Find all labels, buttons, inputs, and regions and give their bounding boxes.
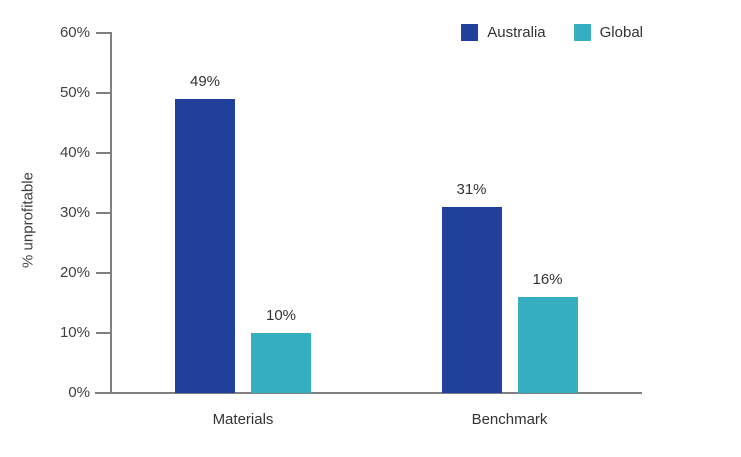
bar-benchmark-global	[517, 297, 578, 393]
y-axis-tick-label: 10%	[59, 324, 90, 341]
y-axis-tick	[96, 152, 110, 154]
y-axis-tick-label: 20%	[59, 264, 90, 281]
bar-materials-australia	[175, 99, 235, 393]
y-axis-tick-label: 60%	[59, 24, 90, 41]
legend-item-global: Global	[573, 24, 643, 41]
y-axis-tick	[96, 272, 110, 274]
x-category-label-materials: Materials	[212, 411, 274, 428]
legend-swatch-global	[573, 24, 591, 41]
legend-label-australia: Australia	[487, 24, 546, 41]
y-axis-tick	[96, 32, 110, 34]
bar-value-label-benchmark-australia: 31%	[456, 181, 487, 198]
legend-label-global: Global	[599, 24, 643, 41]
x-axis-line	[95, 392, 642, 394]
bar-value-label-benchmark-global: 16%	[532, 271, 563, 288]
bar-benchmark-australia	[441, 207, 502, 393]
legend: Australia Global	[461, 24, 643, 41]
y-axis-tick	[96, 332, 110, 334]
bar-value-label-materials-australia: 49%	[189, 73, 221, 90]
legend-swatch-australia	[461, 24, 479, 41]
y-axis-tick	[96, 92, 110, 94]
y-axis-tick	[96, 392, 110, 394]
x-category-label-benchmark: Benchmark	[471, 411, 548, 428]
y-axis-tick	[96, 212, 110, 214]
y-axis-line	[110, 32, 112, 393]
bar-materials-global	[251, 333, 311, 393]
legend-item-australia: Australia	[461, 24, 546, 41]
bar-value-label-materials-global: 10%	[265, 307, 297, 324]
y-axis-tick-label: 0%	[68, 384, 90, 401]
y-axis-tick-label: 30%	[59, 204, 90, 221]
y-axis-tick-label: 50%	[59, 84, 90, 101]
y-axis-tick-label: 40%	[59, 144, 90, 161]
